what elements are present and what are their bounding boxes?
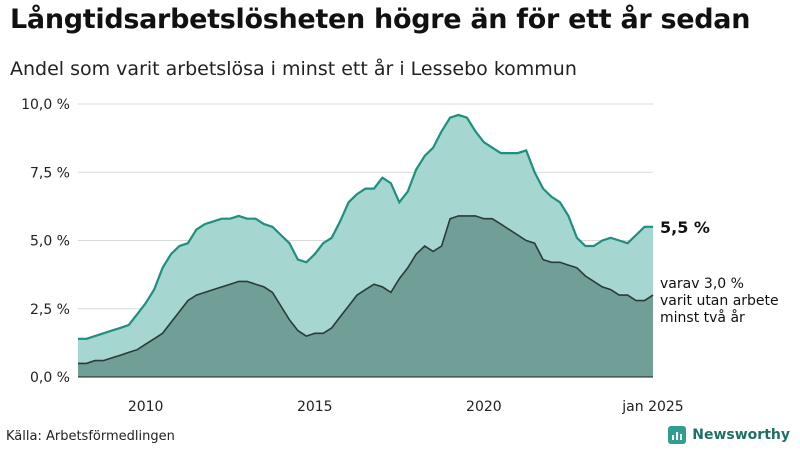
- end-value-label: 5,5 %: [660, 218, 710, 237]
- y-tick-label: 2,5 %: [30, 302, 70, 318]
- x-tick-label: 2015: [297, 399, 333, 415]
- series-1-line: [78, 215, 654, 365]
- series-1-area: [78, 215, 653, 377]
- x-tick-label: 2020: [466, 399, 502, 415]
- chart-title: Långtidsarbetslösheten högre än för ett …: [10, 4, 751, 35]
- chart-subtitle: Andel som varit arbetslösa i minst ett å…: [10, 58, 577, 80]
- x-tick-label: jan 2025: [621, 399, 683, 415]
- x-tick-label: 2010: [128, 399, 164, 415]
- annotation-line: varit utan arbete: [660, 293, 779, 309]
- series-0-line: [78, 113, 653, 340]
- brand-logo: Newsworthy: [668, 426, 790, 444]
- annotation-line: varav 3,0 %: [660, 276, 744, 292]
- y-tick-label: 7,5 %: [30, 165, 70, 181]
- y-tick-label: 0,0 %: [30, 370, 70, 386]
- y-tick-label: 10,0 %: [21, 97, 70, 113]
- newsworthy-logo-icon: [668, 426, 687, 444]
- y-tick-label: 5,0 %: [30, 234, 70, 250]
- source-note: Källa: Arbetsförmedlingen: [6, 429, 175, 444]
- brand-name: Newsworthy: [692, 427, 790, 443]
- annotation-line: minst två år: [660, 309, 745, 326]
